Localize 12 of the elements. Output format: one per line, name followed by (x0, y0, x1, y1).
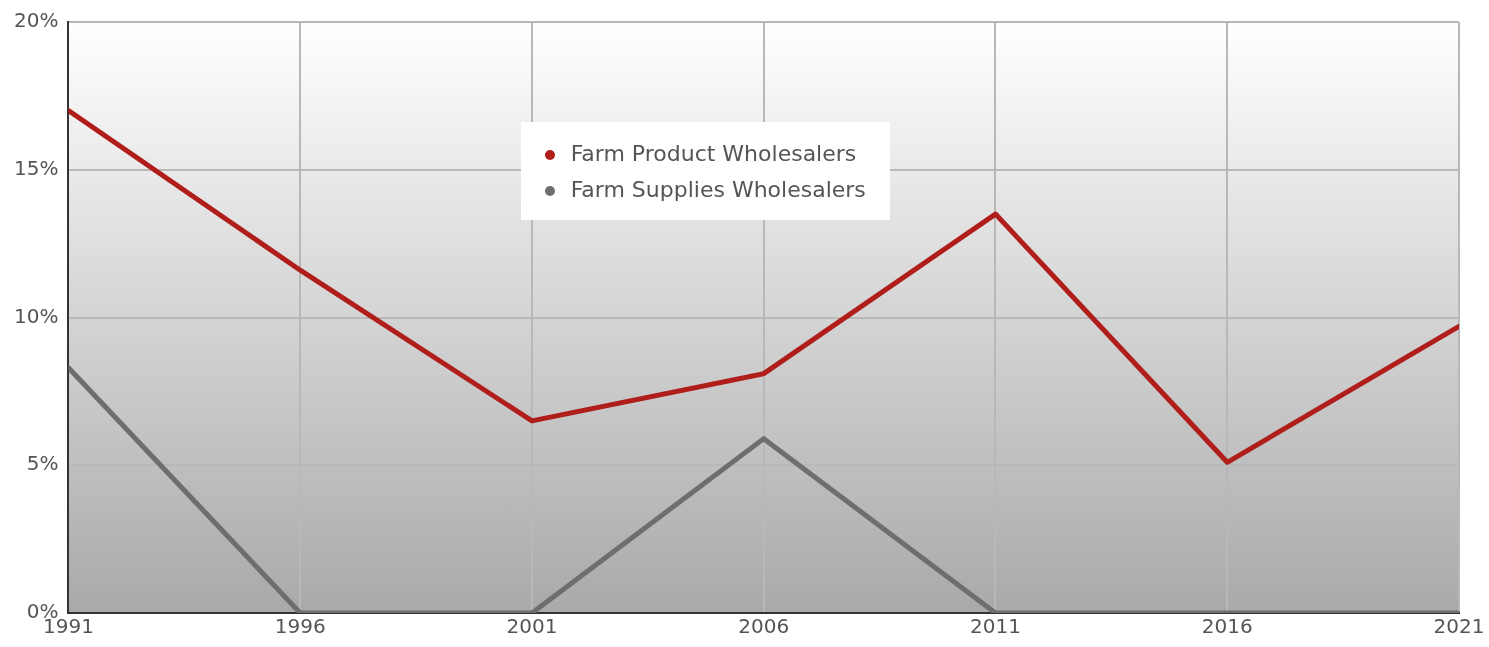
x-tick-label: 1996 (274, 614, 326, 639)
x-tick-label: 2011 (970, 614, 1021, 639)
x-tick-label: 2021 (1433, 614, 1485, 639)
y-tick-label: 5% (26, 451, 59, 476)
y-tick-label: 10% (14, 303, 59, 328)
x-tick-label: 2001 (506, 614, 558, 639)
x-tick-label: 2016 (1201, 614, 1253, 639)
legend-label: Farm Product Wholesalers (569, 140, 858, 168)
y-tick-label: 15% (14, 155, 59, 180)
x-tick-label: 2006 (738, 614, 790, 639)
legend-label: Farm Supplies Wholesalers (569, 176, 866, 204)
y-tick-label: 20% (14, 8, 59, 33)
